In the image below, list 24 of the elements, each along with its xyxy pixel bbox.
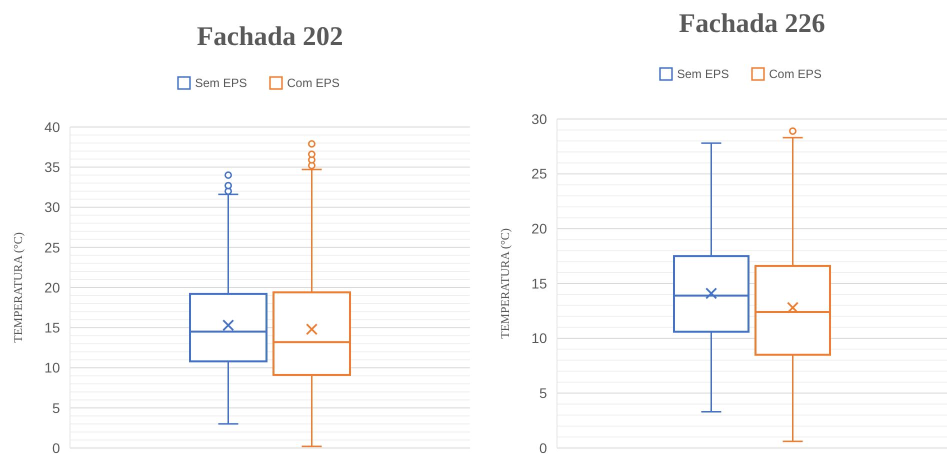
y-tick-label: 25 <box>531 166 548 182</box>
y-axis-title: TEMPERATURA (°C) <box>11 232 25 343</box>
chart-title: Fachada 226 <box>678 8 826 38</box>
y-tick-label: 10 <box>531 330 548 346</box>
chart-title: Fachada 202 <box>196 21 344 51</box>
y-tick-label: 20 <box>531 220 548 237</box>
y-tick-label: 20 <box>44 279 60 296</box>
y-tick-label: 25 <box>44 239 60 256</box>
y-tick-label: 10 <box>44 360 60 376</box>
legend-label: Com EPS <box>769 67 822 82</box>
legend-label: Com EPS <box>287 76 340 90</box>
legend-label: Sem EPS <box>677 67 730 82</box>
y-tick-label: 35 <box>44 159 60 176</box>
y-tick-label: 30 <box>531 110 548 127</box>
legend-label: Sem EPS <box>195 76 248 90</box>
y-tick-label: 15 <box>44 320 60 336</box>
y-tick-label: 40 <box>44 118 60 135</box>
y-tick-label: 5 <box>52 400 60 416</box>
y-tick-label: 30 <box>44 199 60 216</box>
y-tick-label: 0 <box>539 440 548 454</box>
y-tick-label: 0 <box>52 440 60 454</box>
y-axis-title: TEMPERATURA (°C) <box>498 228 512 339</box>
y-tick-label: 5 <box>539 385 548 402</box>
y-tick-label: 15 <box>531 275 548 292</box>
